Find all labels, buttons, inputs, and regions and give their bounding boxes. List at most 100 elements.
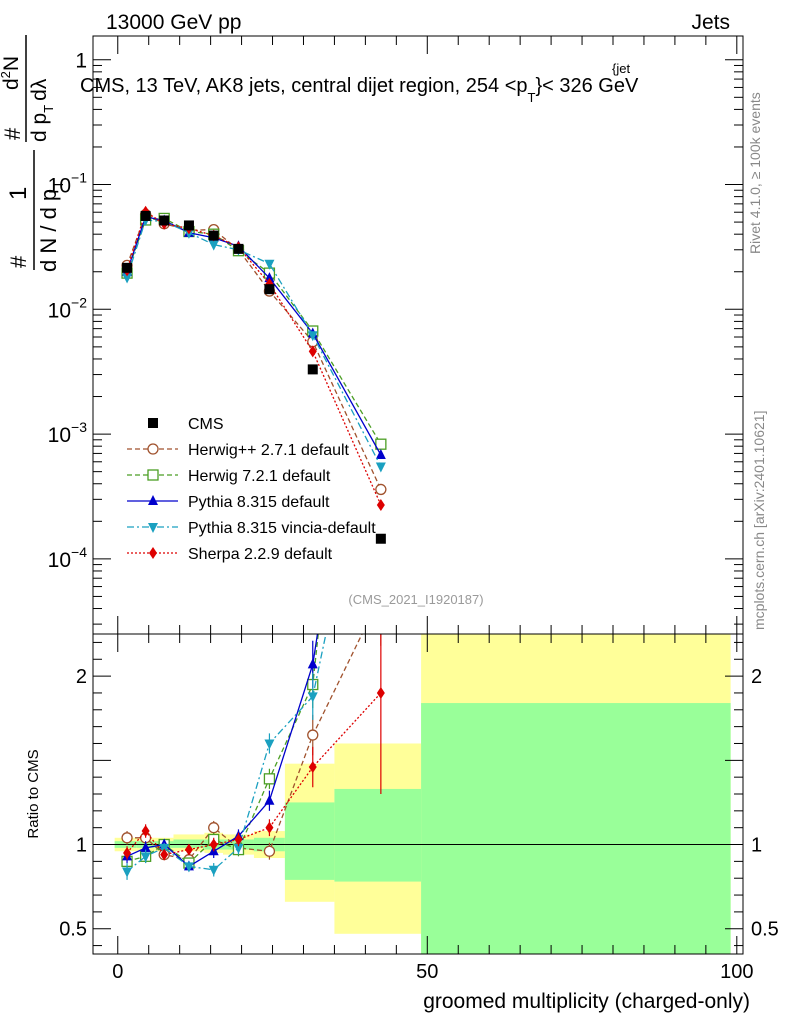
ylabel-den2-tail: dλ (28, 78, 51, 101)
legend-entry: CMS (148, 416, 224, 433)
header-right: Jets (691, 11, 730, 34)
legend-label: Pythia 8.315 vincia-default (188, 520, 376, 537)
y-tick-label: 10−1 (48, 170, 88, 198)
x-tick-label: 50 (416, 961, 438, 983)
x-tick-label: 100 (720, 961, 753, 983)
series-sherpa-2-2-9-default (123, 205, 385, 512)
ratio-point (233, 843, 244, 854)
legend-marker (148, 523, 158, 533)
data-point (375, 483, 387, 496)
ratio-point (234, 833, 243, 846)
ylabel-den2-sub: T (41, 105, 56, 113)
main-series (121, 205, 387, 544)
data-point (183, 220, 194, 231)
legend-marker (147, 469, 159, 481)
data-point (122, 262, 133, 273)
panel-title-main: CMS, 13 TeV, AK8 jets, central dijet reg… (80, 75, 528, 97)
analysis-id: (CMS_2021_I1920187) (348, 592, 483, 607)
legend-entry: Pythia 8.315 vincia-default (127, 520, 376, 537)
series-cms (122, 210, 386, 544)
data-point (140, 210, 151, 221)
y-tick-label-base: 10 (48, 175, 71, 198)
y-tick-label: 1 (75, 50, 87, 73)
y-tick-label-base: 10 (48, 549, 71, 572)
y-tick-label-exp: −2 (71, 294, 87, 310)
y-tick-label-base: 1 (75, 50, 87, 73)
y-tick-label-exp: −1 (71, 170, 87, 186)
ratio-point (307, 729, 319, 741)
panel-title-sup: {jet (612, 61, 630, 76)
ratio-point (123, 846, 132, 859)
header-left: 13000 GeV pp (106, 11, 241, 34)
main-y-label: # 1 d N / d pT # d2N d pTdλ (0, 35, 66, 272)
series-pythia-8-315-vincia-default (122, 215, 386, 473)
ylabel-denom-sub: T (50, 180, 66, 189)
y-tick-label-exp: −4 (71, 544, 87, 560)
legend-label: Herwig 7.2.1 default (188, 468, 331, 485)
ylabel-denom: d N / d pT (36, 180, 66, 272)
legend-marker (148, 495, 158, 505)
ratio-y-label: Ratio to CMS (25, 749, 42, 838)
ylabel-denom-main: d N / d p (36, 189, 61, 272)
series-pythia-8-315-default (122, 210, 386, 459)
legend-marker (149, 547, 157, 559)
data-point (122, 273, 133, 284)
panel-title: CMS, 13 TeV, AK8 jets, central dijet reg… (80, 75, 639, 105)
band-green (284, 802, 335, 880)
data-point (233, 243, 244, 254)
data-point (264, 284, 275, 295)
ylabel-num2-n: N (0, 56, 23, 71)
main-y-tick-labels: 10−110−210−310−41 (48, 50, 88, 572)
ylabel-hash2: # (0, 127, 25, 140)
panel-title-sub: T (528, 90, 536, 105)
data-point (159, 215, 170, 226)
ratio-point (376, 686, 385, 699)
legend-label: Pythia 8.315 default (188, 494, 330, 511)
ratio-point (376, 215, 386, 225)
side-mcplots: mcplots.cern.ch [arXiv:2401.10621] (751, 411, 767, 630)
panel-title-tail: }< 326 GeV (535, 75, 639, 97)
ratio-point (308, 761, 317, 774)
side-rivet: Rivet 4.1.0, ≥ 100k events (747, 92, 763, 254)
legend-marker (148, 418, 158, 428)
data-point (375, 533, 386, 544)
main-frame (92, 35, 744, 635)
ratio-point (376, 369, 386, 379)
ylabel-hash: # (6, 255, 31, 268)
ratio-series (121, 48, 386, 880)
ylabel-den2: d pTdλ (28, 78, 56, 142)
legend-entry: Pythia 8.315 default (127, 494, 330, 511)
x-tick-label: 0 (112, 961, 123, 983)
legend: CMS Herwig++ 2.7.1 default Herwig 7.2.1 de… (127, 416, 376, 563)
ratio-point (263, 845, 276, 857)
y-tick-label-base: 10 (48, 424, 71, 447)
series-line (126, 210, 382, 506)
data-point (208, 230, 219, 241)
y-tick-label: 10−4 (48, 544, 88, 572)
ratio-point (264, 794, 275, 805)
series-line (126, 217, 382, 445)
ylabel-num2-sup: 2 (0, 71, 13, 78)
ratio-y-tick-label-right: 1 (751, 835, 762, 857)
data-point (208, 240, 219, 251)
band-green (421, 703, 731, 954)
ylabel-num2-d: d (0, 78, 23, 90)
ratio-point (122, 867, 133, 878)
ratio-point (208, 822, 220, 834)
ratio-y-tick-label: 0.5 (59, 919, 87, 941)
ratio-panel: 0.5 0.5 1 1 2 2 Ratio to CMS (25, 36, 779, 955)
x-axis-label: groomed multiplicity (charged-only) (423, 990, 750, 1013)
ratio-point (376, 48, 386, 58)
ratio-point (265, 821, 274, 834)
ratio-bands (114, 634, 731, 954)
ratio-ticks: 0.5 0.5 1 1 2 2 (59, 36, 779, 954)
data-point (308, 345, 317, 358)
ratio-y-tick-label: 2 (76, 666, 87, 688)
ratio-point (140, 852, 151, 863)
ylabel-num2: d2N (0, 56, 23, 90)
data-point (264, 259, 275, 270)
ratio-sherpa-2-2-9-default (123, 634, 385, 861)
ratio-y-tick-label: 1 (76, 835, 87, 857)
ratio-point (208, 865, 219, 876)
